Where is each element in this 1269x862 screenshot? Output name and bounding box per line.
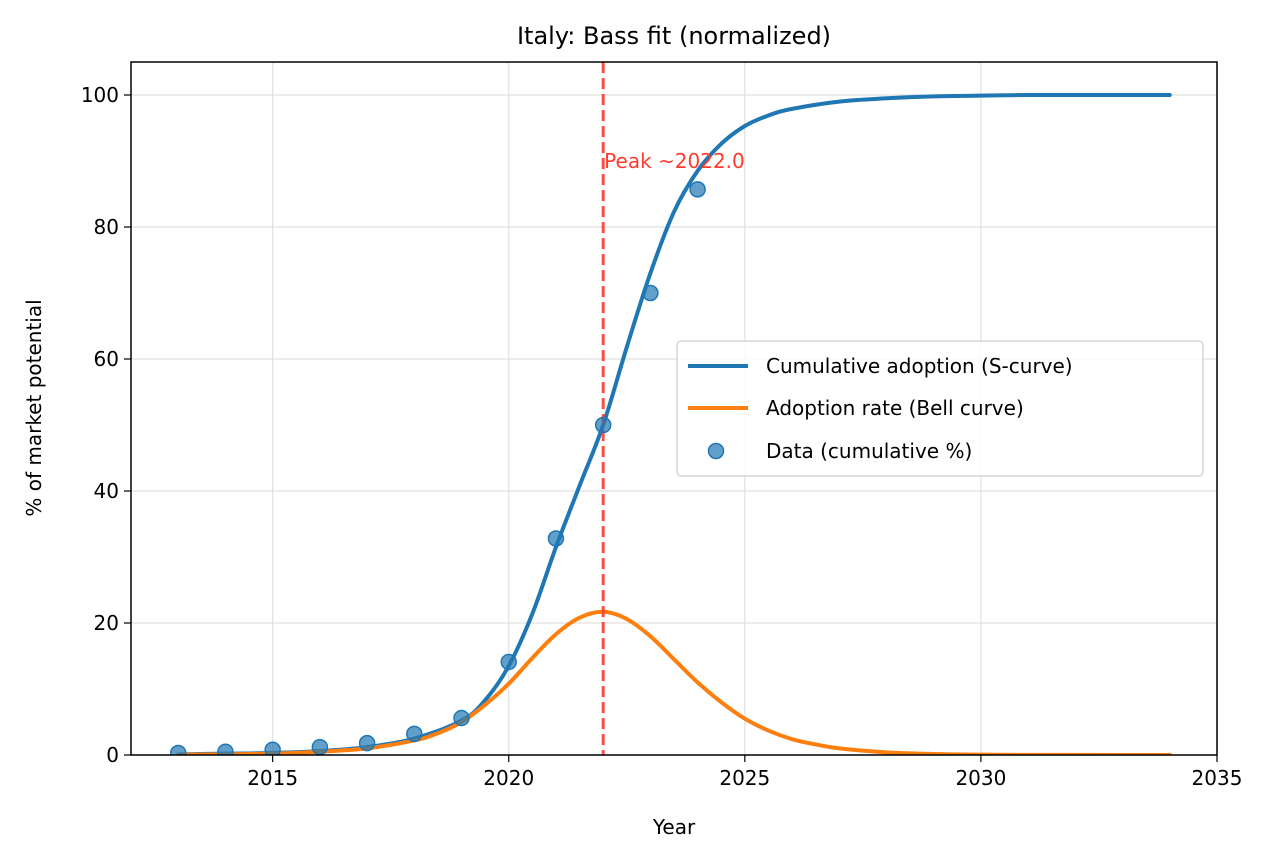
data-point (217, 743, 234, 755)
y-tick-label: 80 (94, 215, 119, 239)
legend: Cumulative adoption (S-curve) Adoption r… (676, 340, 1204, 477)
x-tick-label: 2035 (1192, 766, 1243, 790)
data-point (547, 530, 565, 547)
chart-title: Italy: Bass fit (normalized) (517, 22, 831, 50)
data-point (642, 284, 659, 302)
x-tick-label: 2030 (955, 766, 1006, 790)
data-point (406, 725, 423, 743)
x-axis-label: Year (652, 815, 696, 839)
y-tick-label: 100 (81, 83, 119, 107)
data-point (358, 734, 376, 752)
legend-label-cumulative: Cumulative adoption (S-curve) (766, 354, 1073, 378)
legend-box (676, 340, 1204, 477)
y-tick-label: 40 (94, 479, 119, 503)
y-tick-label: 20 (94, 611, 119, 635)
data-point (311, 738, 329, 755)
data-point (169, 744, 187, 755)
series-layer (169, 62, 1172, 755)
legend-label-rate: Adoption rate (Bell curve) (766, 396, 1024, 420)
data-point (264, 741, 281, 755)
y-tick-label: 0 (106, 743, 119, 767)
y-tick-label: 60 (94, 347, 119, 371)
x-tick-label: 2015 (247, 766, 298, 790)
data-point (594, 416, 612, 434)
peak-annotation: Peak ~2022.0 (604, 149, 745, 173)
data-point (500, 653, 517, 671)
legend-label-data: Data (cumulative %) (766, 439, 972, 463)
axis-ticks: 2015 2020 2025 2030 2035 0 20 40 60 80 100 (81, 83, 1243, 790)
y-axis-label: % of market potential (22, 299, 46, 516)
plot-frame (130, 61, 1218, 756)
legend-swatch-data (707, 442, 725, 460)
x-tick-label: 2025 (719, 766, 770, 790)
x-tick-label: 2020 (483, 766, 534, 790)
data-point (689, 181, 706, 198)
data-point (453, 709, 470, 727)
